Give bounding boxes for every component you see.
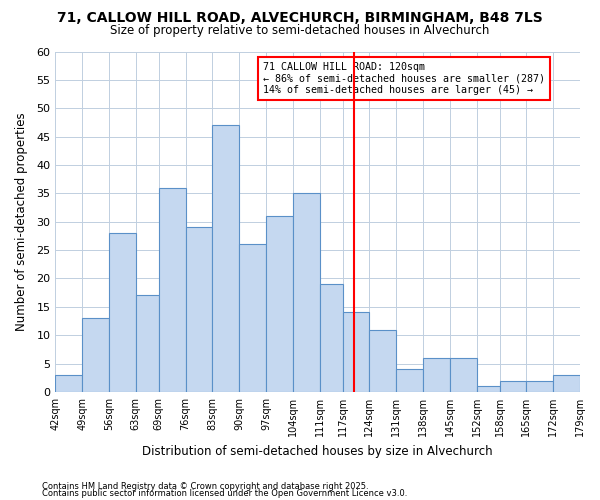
Bar — [185, 228, 212, 392]
Bar — [396, 369, 423, 392]
Bar — [82, 318, 109, 392]
Bar — [526, 380, 553, 392]
Bar — [212, 126, 239, 392]
Bar — [136, 296, 159, 392]
Bar — [55, 375, 82, 392]
Bar — [450, 358, 476, 392]
Bar — [553, 375, 580, 392]
Bar — [370, 330, 396, 392]
Bar — [343, 312, 370, 392]
Y-axis label: Number of semi-detached properties: Number of semi-detached properties — [15, 112, 28, 331]
Bar — [159, 188, 185, 392]
X-axis label: Distribution of semi-detached houses by size in Alvechurch: Distribution of semi-detached houses by … — [142, 444, 493, 458]
Bar — [500, 380, 526, 392]
Bar — [239, 244, 266, 392]
Bar — [423, 358, 450, 392]
Text: Contains public sector information licensed under the Open Government Licence v3: Contains public sector information licen… — [42, 489, 407, 498]
Text: Size of property relative to semi-detached houses in Alvechurch: Size of property relative to semi-detach… — [110, 24, 490, 37]
Text: 71 CALLOW HILL ROAD: 120sqm
← 86% of semi-detached houses are smaller (287)
14% : 71 CALLOW HILL ROAD: 120sqm ← 86% of sem… — [263, 62, 545, 95]
Text: Contains HM Land Registry data © Crown copyright and database right 2025.: Contains HM Land Registry data © Crown c… — [42, 482, 368, 491]
Text: 71, CALLOW HILL ROAD, ALVECHURCH, BIRMINGHAM, B48 7LS: 71, CALLOW HILL ROAD, ALVECHURCH, BIRMIN… — [57, 11, 543, 25]
Bar — [266, 216, 293, 392]
Bar — [293, 194, 320, 392]
Bar — [320, 284, 343, 392]
Bar — [109, 233, 136, 392]
Bar — [476, 386, 500, 392]
